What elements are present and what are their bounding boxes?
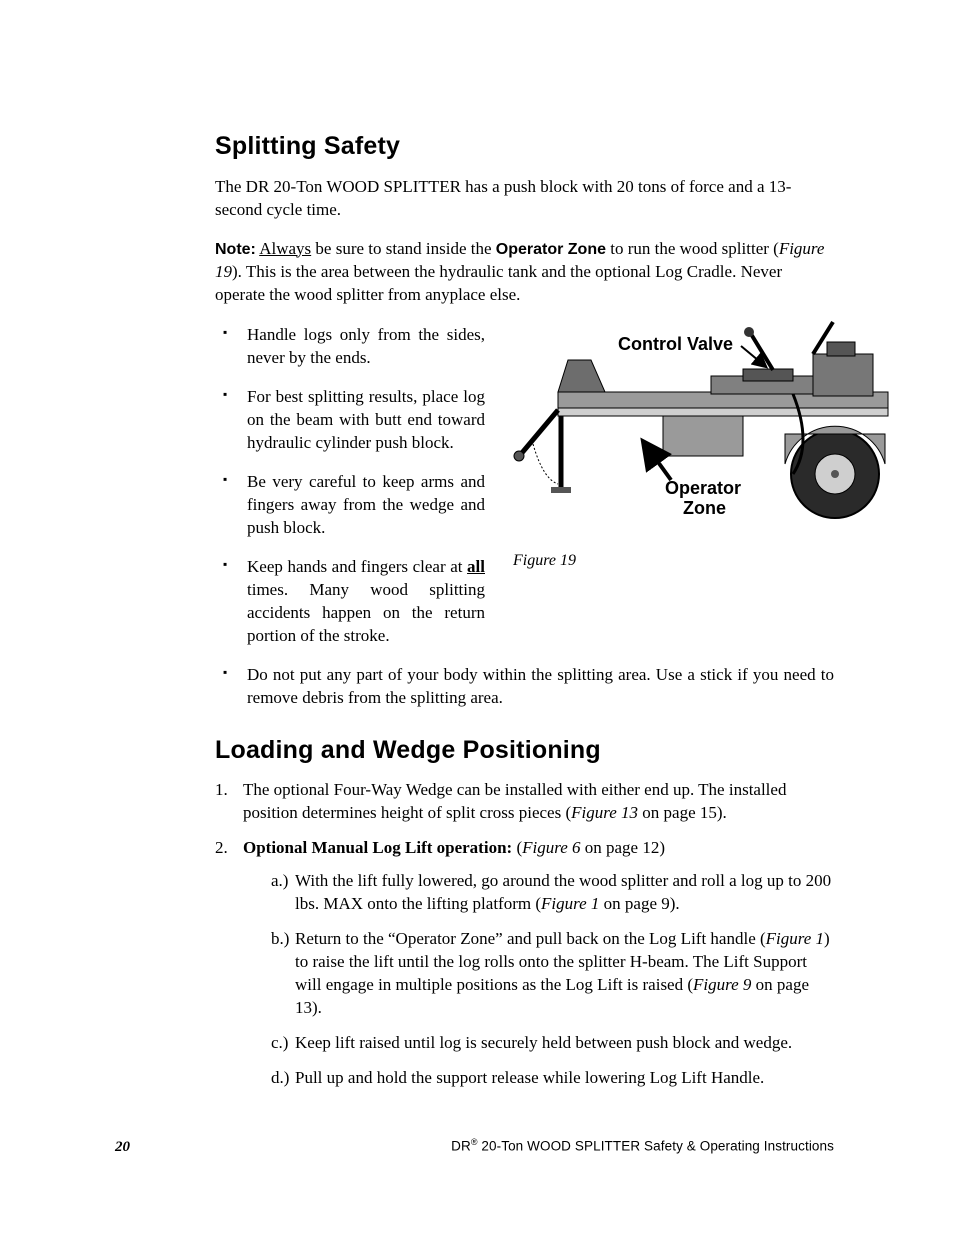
numbered-item-1: The optional Four-Way Wedge can be insta… [215,779,834,825]
label-operator-zone-1: Operator [665,478,741,498]
note-text-3: ). This is the area between the hydrauli… [215,262,782,304]
item2-lead-post: on page 12) [581,838,666,857]
sub-letter: b.) [271,928,289,951]
item2-spacer: ( [512,838,522,857]
item1-text-post: on page 15). [638,803,727,822]
intro-paragraph: The DR 20-Ton WOOD SPLITTER has a push b… [215,176,834,222]
item2-lead-strong: Optional Manual Log Lift operation: [243,838,512,857]
sub-item-d: d.) Pull up and hold the support release… [271,1067,834,1090]
registered-mark: ® [471,1137,478,1147]
footer-title-rest: 20-Ton WOOD SPLITTER Safety & Operating … [478,1139,834,1154]
note-text-1: be sure to stand inside the [311,239,496,258]
figure-caption: Figure 19 [513,550,923,572]
bullet-text-pre: Keep hands and fingers clear at [247,557,467,576]
footer-brand: DR [451,1139,471,1154]
sub-item-c: c.) Keep lift raised until log is secure… [271,1032,834,1055]
item2-figure-ref: Figure 6 [522,838,580,857]
sub-b-pre: Return to the “Operator Zone” and pull b… [295,929,766,948]
label-control-valve: Control Valve [618,334,733,354]
note-text-2: to run the wood splitter ( [606,239,779,258]
section-heading-splitting-safety: Splitting Safety [215,130,834,164]
sub-d-text: Pull up and hold the support release whi… [295,1068,764,1087]
note-label: Note: [215,241,256,258]
sub-a-fig: Figure 1 [541,894,599,913]
bullet-all-emphasis: all [467,557,485,576]
note-operator-zone: Operator Zone [496,241,606,258]
section-heading-loading: Loading and Wedge Positioning [215,734,834,768]
bullet-item: Handle logs only from the sides, never b… [215,324,485,370]
sub-item-b: b.) Return to the “Operator Zone” and pu… [271,928,834,1020]
page-footer: 20 DR® 20-Ton WOOD SPLITTER Safety & Ope… [115,1136,834,1157]
sub-item-a: a.) With the lift fully lowered, go arou… [271,870,834,916]
bullet-text-post: times. Many wood splitting accidents hap… [247,580,485,645]
sub-letter: d.) [271,1067,289,1090]
sub-b-fig2: Figure 9 [693,975,751,994]
footer-title: DR® 20-Ton WOOD SPLITTER Safety & Operat… [451,1136,834,1156]
sub-letter: c.) [271,1032,288,1055]
label-operator-zone-2: Zone [683,498,726,518]
sub-c-text: Keep lift raised until log is securely h… [295,1033,792,1052]
bullet-item: Be very careful to keep arms and fingers… [215,471,485,540]
item1-figure-ref: Figure 13 [571,803,638,822]
note-paragraph: Note: Always be sure to stand inside the… [215,238,834,307]
sub-letter: a.) [271,870,288,893]
bullet-column-left: Handle logs only from the sides, never b… [215,324,485,663]
figure-19: Control Valve Operator Zone Figure 19 [513,314,923,572]
numbered-item-2: Optional Manual Log Lift operation: (Fig… [215,837,834,1089]
wood-splitter-diagram: Control Valve Operator Zone [513,314,923,544]
note-always: Always [259,239,311,258]
sub-b-fig: Figure 1 [766,929,824,948]
bullet-item: For best splitting results, place log on… [215,386,485,455]
bullet-item-full: Do not put any part of your body within … [215,664,834,710]
sub-a-post: on page 9). [599,894,679,913]
page-number: 20 [115,1137,130,1157]
bullet-item: Keep hands and fingers clear at all time… [215,556,485,648]
